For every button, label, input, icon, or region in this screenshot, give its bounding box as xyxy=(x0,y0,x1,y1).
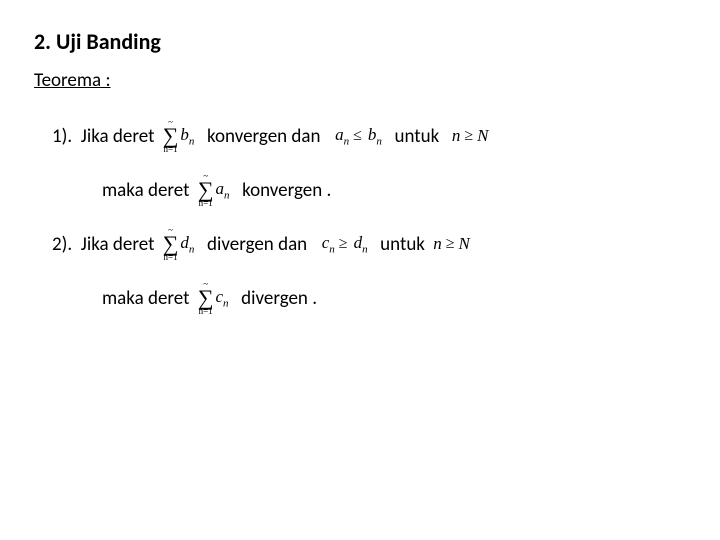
term-dn: dn xyxy=(180,233,194,255)
sigma-icon: ~ ∑ n=1 xyxy=(163,118,179,154)
sigma-icon: ~ ∑ n=1 xyxy=(198,280,214,316)
sum-an: ~ ∑ n=1 an xyxy=(198,172,230,208)
sigma-icon: ~ ∑ n=1 xyxy=(163,226,179,262)
line-1: 1). Jika deret ~ ∑ n=1 bn konvergen dan … xyxy=(34,116,686,156)
text-maka-2: maka deret xyxy=(102,287,194,310)
text-untuk-2: untuk xyxy=(372,233,430,256)
text-konvergen-dan: konvergen dan xyxy=(198,125,329,148)
page: 2. Uji Banding Teorema : 1). Jika deret … xyxy=(0,0,720,360)
theorem-label: Teorema : xyxy=(34,69,686,92)
line-2: maka deret ~ ∑ n=1 an konvergen . xyxy=(34,170,686,210)
term-cn: cn xyxy=(216,287,229,309)
line-3: 2). Jika deret ~ ∑ n=1 dn divergen dan c… xyxy=(34,224,686,264)
term-an: an xyxy=(216,179,230,201)
text-divergen-dot: divergen . xyxy=(233,287,317,310)
section-title: 2. Uji Banding xyxy=(34,28,686,55)
text-untuk-1: untuk xyxy=(386,125,448,148)
ineq-an-le-bn: an ≤ bn xyxy=(333,125,382,147)
ineq-n-ge-N-2: n ≥ N xyxy=(433,234,470,254)
text-maka-1: maka deret xyxy=(102,179,194,202)
ineq-n-ge-N-1: n ≥ N xyxy=(452,126,489,146)
sigma-icon: ~ ∑ n=1 xyxy=(198,172,214,208)
sum-dn: ~ ∑ n=1 dn xyxy=(163,226,195,262)
ineq-cn-ge-dn: cn ≥ dn xyxy=(320,233,368,255)
text-konvergen-dot: konvergen . xyxy=(234,179,332,202)
text-jika-1: 1). Jika deret xyxy=(52,125,159,148)
sum-cn: ~ ∑ n=1 cn xyxy=(198,280,229,316)
sum-bn: ~ ∑ n=1 bn xyxy=(163,118,195,154)
term-bn: bn xyxy=(180,125,194,147)
text-jika-2: 2). Jika deret xyxy=(52,233,159,256)
line-4: maka deret ~ ∑ n=1 cn divergen . xyxy=(34,278,686,318)
text-divergen-dan: divergen dan xyxy=(198,233,315,256)
